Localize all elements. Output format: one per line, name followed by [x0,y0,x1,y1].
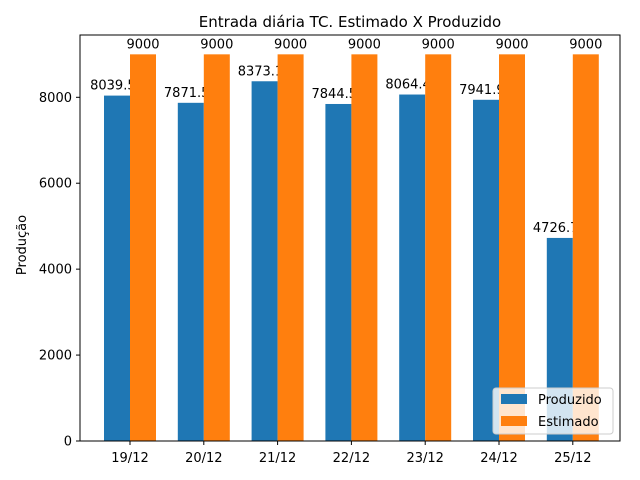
bar-estimado [425,54,452,441]
y-tick-label: 8000 [39,91,72,106]
bar-produzido [104,95,130,442]
x-tick-label: 19/12 [111,451,148,466]
bar-produzido [399,94,426,442]
data-label-estimado: 9000 [495,37,528,52]
bar-estimado [203,54,230,441]
y-axis-label: Produção [15,215,30,275]
bar-estimado [130,54,156,441]
bar-produzido [325,103,352,442]
data-label-estimado: 9000 [274,37,307,52]
legend-swatch-estimado [501,416,527,426]
x-tick-label: 20/12 [185,451,222,466]
x-tick-label: 21/12 [259,451,296,466]
bar-estimado [277,54,304,441]
data-label-estimado: 9000 [348,37,381,52]
bar-estimado [351,54,378,441]
legend-swatch-produzido [501,394,527,404]
bar-produzido [177,102,204,442]
legend: Produzido Estimado [492,387,614,435]
y-tick-label: 6000 [39,177,72,192]
y-tick-label: 0 [64,435,72,450]
x-tick-label: 24/12 [480,451,517,466]
legend-label-produzido: Produzido [538,393,602,408]
y-tick-label: 4000 [39,263,72,278]
data-label-estimado: 9000 [422,37,455,52]
bar-produzido [473,99,499,441]
y-tick-label: 2000 [39,349,72,364]
data-label-estimado: 9000 [569,37,602,52]
bar-estimado [572,54,599,441]
bar-produzido [251,81,278,442]
legend-label-estimado: Estimado [538,415,599,430]
data-label-estimado: 9000 [200,37,233,52]
x-tick-label: 23/12 [406,451,443,466]
bar-estimado [499,54,525,441]
plot-area: 0200040006000800019/128039.52900020/1278… [39,37,602,466]
chart-title: Entrada diária TC. Estimado X Produzido [199,13,501,31]
x-tick-label: 25/12 [554,451,591,466]
plot-frame [79,34,621,442]
data-label-estimado: 9000 [126,37,159,52]
x-tick-label: 22/12 [333,451,370,466]
